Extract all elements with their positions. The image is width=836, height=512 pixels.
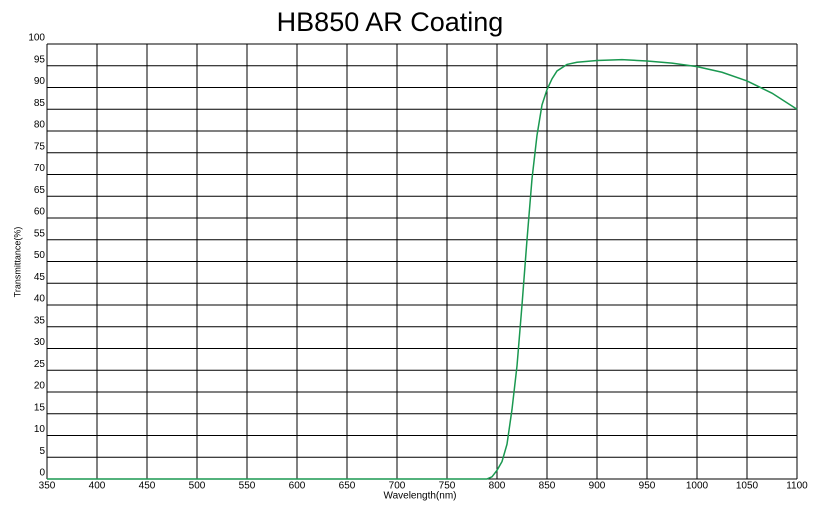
x-tick-label: 450 bbox=[139, 481, 156, 492]
y-tick-label: 85 bbox=[34, 98, 46, 109]
y-tick-label: 0 bbox=[39, 468, 45, 479]
x-tick-label: 650 bbox=[339, 481, 356, 492]
x-tick-label: 850 bbox=[539, 481, 556, 492]
y-tick-label: 25 bbox=[34, 359, 46, 370]
y-tick-label: 90 bbox=[34, 76, 46, 87]
x-tick-label: 900 bbox=[589, 481, 606, 492]
y-tick-label: 55 bbox=[34, 228, 46, 239]
chart-title: HB850 AR Coating bbox=[277, 7, 504, 37]
y-tick-label: 65 bbox=[34, 185, 46, 196]
y-tick-label: 30 bbox=[34, 337, 46, 348]
x-tick-label: 600 bbox=[289, 481, 306, 492]
y-tick-label: 45 bbox=[34, 272, 46, 283]
y-tick-label: 40 bbox=[34, 294, 46, 305]
x-axis-label: Wavelength(nm) bbox=[384, 491, 457, 502]
x-tick-label: 1100 bbox=[786, 481, 808, 492]
y-tick-label: 80 bbox=[34, 120, 46, 131]
x-tick-label: 350 bbox=[39, 481, 56, 492]
x-tick-label: 700 bbox=[389, 481, 406, 492]
x-tick-label: 400 bbox=[89, 481, 106, 492]
y-tick-label: 100 bbox=[28, 33, 45, 44]
x-tick-label: 950 bbox=[639, 481, 656, 492]
y-tick-label: 10 bbox=[34, 424, 46, 435]
y-tick-label: 75 bbox=[34, 141, 46, 152]
y-tick-label: 20 bbox=[34, 381, 46, 392]
y-tick-label: 35 bbox=[34, 315, 46, 326]
y-tick-label: 70 bbox=[34, 163, 46, 174]
x-tick-label: 1050 bbox=[736, 481, 759, 492]
x-tick-label: 550 bbox=[239, 481, 256, 492]
data-line bbox=[47, 58, 798, 480]
y-tick-label: 95 bbox=[34, 54, 46, 65]
y-tick-label: 15 bbox=[34, 402, 46, 413]
x-tick-label: 1000 bbox=[686, 481, 709, 492]
y-axis-label: Transmittance(%) bbox=[12, 227, 22, 298]
x-tick-label: 500 bbox=[189, 481, 206, 492]
y-tick-label: 5 bbox=[39, 446, 45, 457]
x-tick-label: 800 bbox=[489, 481, 506, 492]
y-tick-label: 60 bbox=[34, 207, 46, 218]
y-tick-label: 50 bbox=[34, 250, 46, 261]
x-tick-label: 750 bbox=[439, 481, 456, 492]
